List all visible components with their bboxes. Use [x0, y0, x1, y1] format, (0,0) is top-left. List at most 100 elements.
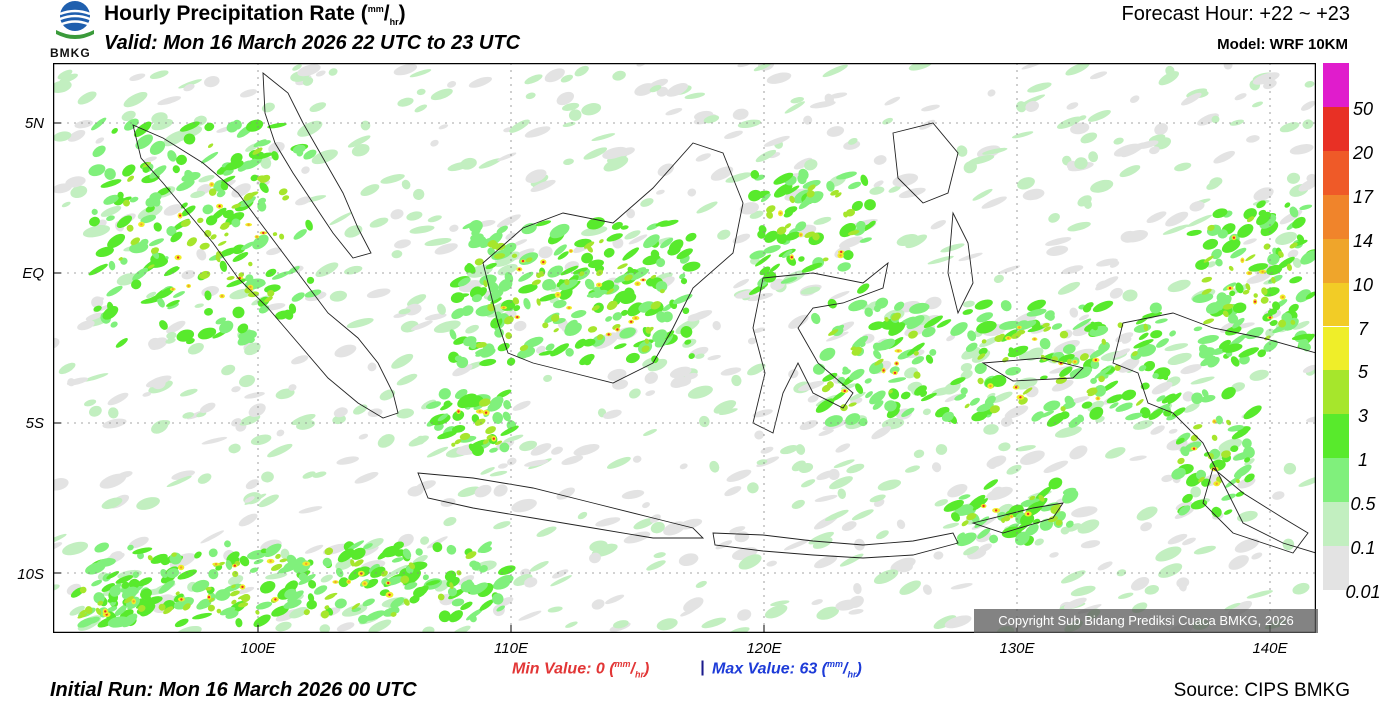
rain-cell — [271, 151, 279, 161]
rain-cell — [882, 117, 893, 125]
rain-cell — [322, 557, 332, 568]
rain-cell — [1186, 214, 1212, 228]
rain-cell — [169, 553, 196, 569]
rain-cell — [749, 250, 767, 260]
rain-cell — [1094, 358, 1098, 362]
rain-cell — [680, 277, 688, 285]
rain-cell — [518, 284, 538, 294]
rain-cell — [649, 84, 662, 93]
rain-cell — [837, 376, 846, 384]
rain-cell — [303, 609, 310, 616]
rain-cell — [829, 476, 853, 490]
rain-cell — [1237, 510, 1258, 522]
rain-cell — [799, 233, 802, 236]
rain-cell — [438, 124, 449, 130]
rain-cell — [190, 190, 206, 199]
title-unit-num: mm — [367, 4, 384, 14]
rain-cell — [1234, 538, 1260, 553]
legend-swatch — [1323, 282, 1349, 327]
rain-cell — [171, 288, 174, 291]
rain-cell — [106, 285, 123, 297]
rain-cell — [250, 174, 259, 182]
rain-cell — [478, 158, 502, 169]
rain-cell — [1275, 231, 1298, 245]
rain-cell — [888, 185, 901, 193]
rain-cell — [151, 112, 168, 124]
rain-cell — [67, 130, 86, 142]
rain-cell — [396, 408, 415, 419]
rain-cell — [437, 593, 445, 601]
rain-cell — [1223, 509, 1233, 515]
rain-cell — [1203, 255, 1214, 263]
rain-cell — [1058, 353, 1075, 363]
rain-cell — [1070, 122, 1090, 135]
rain-cell — [235, 618, 243, 628]
precipitation-map — [53, 63, 1316, 633]
rain-cell — [275, 553, 281, 559]
max-value: Max Value: 63 (mm/hr) — [712, 659, 862, 680]
rain-cell — [596, 334, 604, 341]
rain-cell — [181, 270, 196, 280]
rain-cell — [66, 377, 89, 386]
rain-cell — [780, 276, 798, 284]
rain-cell — [432, 542, 443, 553]
rain-cell — [262, 231, 265, 235]
rain-cell — [297, 64, 321, 77]
rain-cell — [175, 591, 180, 596]
rain-cell — [726, 469, 752, 482]
rain-cell — [755, 149, 777, 163]
rain-cell — [1269, 320, 1278, 326]
rain-cell — [334, 598, 347, 609]
rain-cell — [536, 298, 541, 306]
rain-cell — [784, 231, 801, 241]
rain-cell — [1235, 478, 1240, 484]
rain-cell — [244, 496, 255, 503]
rain-cell — [983, 424, 999, 435]
rain-cell — [652, 329, 668, 343]
rain-cell — [542, 322, 549, 329]
rain-cell — [232, 570, 239, 578]
rain-cell — [500, 425, 519, 436]
rain-cell — [720, 367, 742, 376]
rain-cell — [1224, 475, 1242, 488]
rain-cell — [185, 338, 195, 345]
rain-cell — [177, 569, 197, 580]
rain-cell — [936, 319, 952, 328]
rain-cell — [1154, 137, 1172, 150]
rain-cell — [111, 128, 118, 134]
rain-cell — [701, 617, 727, 629]
lat-label-5s: 5S — [25, 415, 44, 432]
rain-cell — [1193, 545, 1216, 555]
rain-cell — [853, 583, 862, 595]
rain-cell — [1087, 400, 1105, 412]
rain-cell — [646, 326, 654, 333]
rain-cell — [496, 214, 521, 228]
lon-label-140e: 140E — [1252, 640, 1288, 657]
rain-cell — [176, 256, 180, 259]
rain-cell — [1268, 316, 1272, 319]
rain-cell — [360, 184, 380, 197]
rain-cell — [954, 393, 967, 401]
rain-cell — [523, 336, 544, 348]
rain-cell — [1143, 360, 1156, 372]
rain-cell — [859, 237, 872, 243]
rain-cell — [117, 191, 124, 199]
timor-outline — [971, 502, 1064, 534]
rain-cell — [101, 583, 116, 592]
rain-cell — [283, 599, 302, 609]
min-unit-num: mm — [614, 659, 631, 669]
rain-cell — [983, 479, 999, 490]
rain-cell — [849, 391, 866, 401]
rain-cell — [1178, 505, 1191, 516]
rain-cell — [315, 70, 326, 77]
rain-cell — [544, 68, 565, 83]
rain-cell — [869, 361, 884, 375]
rain-cell — [1135, 399, 1144, 406]
rain-cell — [1001, 526, 1022, 539]
rain-cell — [413, 585, 429, 599]
rain-cell — [88, 263, 108, 276]
rain-cell — [1201, 389, 1209, 398]
rain-cell — [364, 578, 379, 589]
rain-cell — [471, 444, 484, 457]
rain-cell — [672, 294, 693, 305]
